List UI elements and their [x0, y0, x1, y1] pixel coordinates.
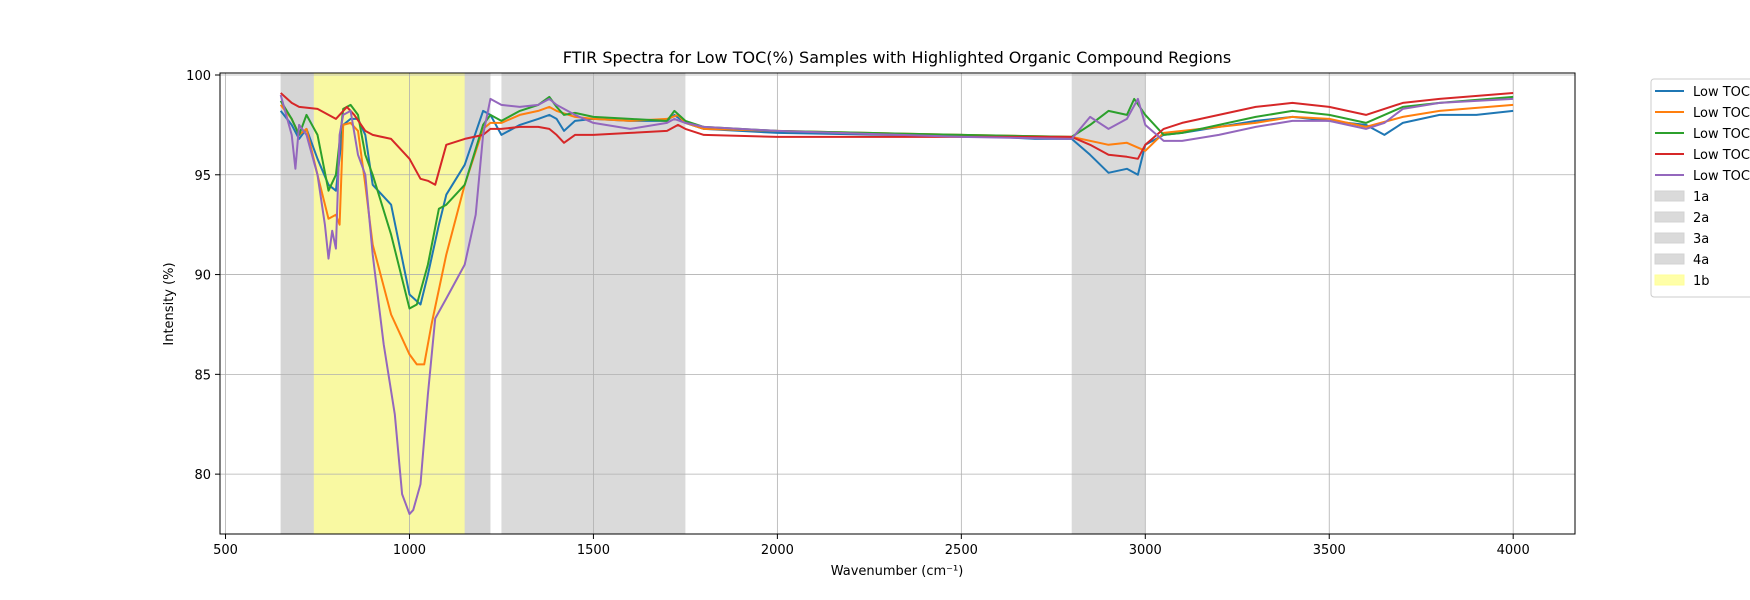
legend-label: Low TOC	[1693, 169, 1750, 184]
legend-patch-swatch	[1654, 253, 1685, 265]
x-tick-label: 3500	[1313, 543, 1346, 558]
plot-frame	[219, 72, 1576, 535]
x-tick-label: 2000	[761, 543, 794, 558]
series-lines	[279, 92, 1514, 515]
highlight-regions	[280, 73, 1146, 534]
chart-title: FTIR Spectra for Low TOC(%) Samples with…	[563, 48, 1232, 67]
legend-patch-swatch	[1654, 232, 1685, 244]
legend-label: Low TOC	[1693, 127, 1750, 142]
x-axis-label: Wavenumber (cm⁻¹)	[831, 564, 964, 579]
legend-label: 1b	[1693, 274, 1710, 289]
series-line-3	[279, 95, 1514, 310]
x-tick-label: 2500	[945, 543, 978, 558]
legend-label: 4a	[1693, 253, 1709, 268]
y-tick-label: 100	[186, 69, 211, 84]
x-tick-label: 500	[213, 543, 238, 558]
x-axis-ticks: 500 1000 1500 2000 2500 3000 3500 4000	[213, 534, 1530, 558]
legend-label: 3a	[1693, 232, 1709, 247]
y-axis-label: Intensity (%)	[162, 262, 177, 345]
legend-label: 1a	[1693, 190, 1709, 205]
y-tick-label: 85	[194, 368, 211, 383]
legend-patch-swatch	[1654, 274, 1685, 286]
legend-label: Low TOC	[1693, 85, 1750, 100]
y-tick-label: 95	[194, 169, 211, 184]
legend-label: Low TOC	[1693, 148, 1750, 163]
series-line-4	[280, 92, 1514, 186]
legend-label: Low TOC	[1693, 106, 1750, 121]
legend-patch-swatch	[1654, 211, 1685, 223]
y-tick-label: 90	[194, 269, 211, 284]
x-tick-label: 3000	[1129, 543, 1162, 558]
x-tick-label: 4000	[1497, 543, 1530, 558]
grid-lines	[220, 73, 1575, 534]
legend-patch-swatch	[1654, 190, 1685, 202]
series-line-2	[279, 103, 1514, 366]
legend-label: 2a	[1693, 211, 1709, 226]
y-axis-ticks: 80 85 90 95 100	[186, 69, 220, 483]
x-tick-label: 1500	[577, 543, 610, 558]
y-tick-label: 80	[194, 468, 211, 483]
series-line-5	[279, 94, 1514, 515]
x-tick-label: 1000	[393, 543, 426, 558]
legend: Low TOC Low TOC Low TOC Low TOC Low TOC 1a 2a 3…	[1650, 78, 1750, 298]
